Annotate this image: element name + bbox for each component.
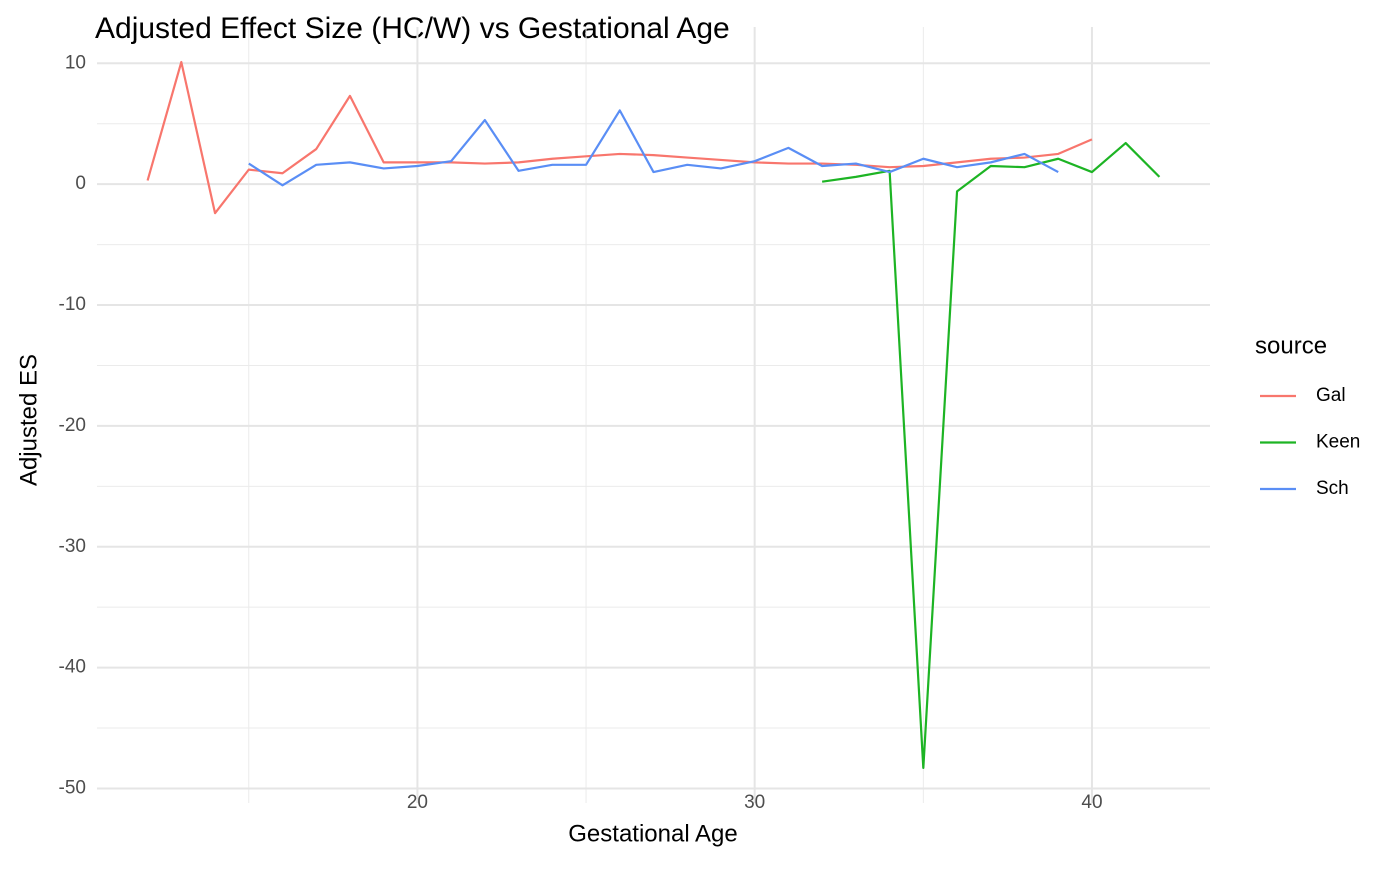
data-line <box>821 141 1161 770</box>
plot-area <box>146 60 1161 770</box>
data-line <box>248 109 1059 187</box>
y-tick-label: -50 <box>59 778 86 799</box>
legend: source Gal Keen Sch <box>1255 332 1360 499</box>
legend-label: Keen <box>1316 432 1360 453</box>
y-tick-label: -20 <box>59 415 86 436</box>
y-tick-label: -30 <box>59 536 86 557</box>
y-tick-label: -40 <box>59 657 86 678</box>
x-tick-label: 20 <box>407 792 428 813</box>
chart-title: Adjusted Effect Size (HC/W) vs Gestation… <box>95 12 730 45</box>
grid <box>97 27 1210 803</box>
legend-title: source <box>1255 332 1327 359</box>
y-tick-label: 10 <box>65 52 86 73</box>
x-tick-label: 40 <box>1081 792 1102 813</box>
x-axis-label: Gestational Age <box>568 820 737 847</box>
legend-label: Gal <box>1316 385 1346 406</box>
x-tick-label: 30 <box>744 792 765 813</box>
y-tick-label: -10 <box>59 294 86 315</box>
data-line <box>146 60 1093 215</box>
y-axis-label: Adjusted ES <box>15 354 42 486</box>
legend-label: Sch <box>1316 478 1349 499</box>
y-tick-label: 0 <box>75 173 86 194</box>
